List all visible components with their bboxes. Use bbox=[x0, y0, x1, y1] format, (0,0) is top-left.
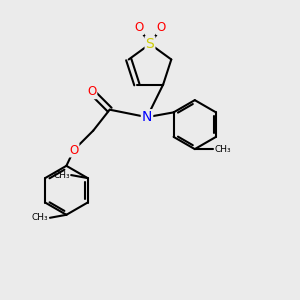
Text: O: O bbox=[69, 143, 79, 157]
Text: O: O bbox=[87, 85, 96, 98]
Text: O: O bbox=[157, 21, 166, 34]
Text: O: O bbox=[134, 21, 143, 34]
Text: CH₃: CH₃ bbox=[214, 145, 231, 154]
Text: CH₃: CH₃ bbox=[32, 213, 49, 222]
Text: S: S bbox=[146, 37, 154, 51]
Text: CH₃: CH₃ bbox=[53, 171, 70, 180]
Text: N: N bbox=[142, 110, 152, 124]
